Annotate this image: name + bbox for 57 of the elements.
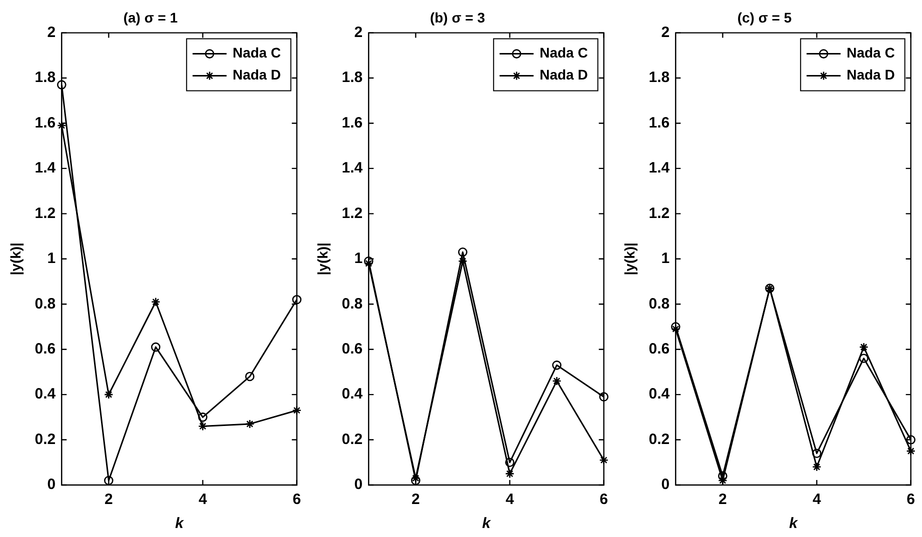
- x-tick-label: 2: [412, 491, 420, 508]
- y-tick-label: 2: [47, 24, 56, 41]
- y-tick-label: 1.4: [34, 160, 56, 177]
- chart-title: (b) σ = 3: [430, 9, 486, 26]
- y-tick-label: 1.6: [648, 114, 670, 132]
- y-tick-label: 1: [47, 250, 56, 268]
- y-tick-label: 0.6: [34, 340, 56, 358]
- y-tick-label: 1.8: [648, 69, 670, 86]
- x-tick-label: 6: [600, 491, 608, 508]
- y-tick-label: 0: [47, 476, 56, 494]
- y-tick-label: 0.8: [648, 295, 670, 312]
- legend-label: Nada C: [846, 44, 895, 61]
- x-tick-label: 4: [812, 491, 822, 508]
- y-tick-label: 1.8: [34, 69, 56, 86]
- y-tick-label: 2: [354, 24, 363, 41]
- y-tick-label: 0.2: [34, 430, 56, 448]
- y-tick-label: 2: [661, 24, 670, 41]
- y-tick-label: 1.4: [342, 160, 364, 177]
- y-tick-label: 1.2: [342, 204, 363, 222]
- y-axis-title: |y(k)|: [7, 242, 24, 276]
- y-tick-label: 0.2: [648, 430, 670, 448]
- y-tick-label: 1: [354, 250, 363, 268]
- y-tick-label: 0.8: [342, 295, 363, 312]
- x-tick-label: 6: [906, 491, 915, 508]
- chart-title: (a) σ = 1: [123, 9, 178, 26]
- x-tick-label: 2: [718, 491, 727, 508]
- y-tick-label: 1.2: [648, 204, 670, 222]
- x-tick-label: 2: [104, 491, 113, 508]
- x-tick-label: 4: [198, 491, 208, 508]
- legend-label: Nada D: [846, 66, 895, 83]
- y-tick-label: 1.2: [34, 204, 56, 222]
- x-axis-title: k: [789, 515, 798, 532]
- y-tick-label: 1.6: [34, 114, 56, 132]
- y-tick-label: 0.4: [342, 386, 364, 403]
- legend-label: Nada D: [540, 66, 588, 83]
- y-tick-label: 0: [661, 476, 670, 494]
- y-axis-title: |y(k)|: [621, 242, 638, 276]
- x-tick-label: 4: [506, 491, 515, 508]
- legend-label: Nada C: [540, 44, 588, 61]
- legend-label: Nada C: [232, 44, 281, 61]
- y-tick-label: 1.6: [342, 114, 363, 132]
- y-tick-label: 0.8: [34, 295, 56, 312]
- y-tick-label: 1: [661, 250, 670, 268]
- y-tick-label: 0.6: [648, 340, 670, 358]
- x-axis-title: k: [482, 515, 492, 532]
- y-axis-title: |y(k)|: [314, 242, 332, 276]
- y-tick-label: 1.4: [648, 160, 670, 177]
- x-tick-label: 6: [292, 491, 301, 508]
- y-tick-label: 0.4: [648, 386, 670, 403]
- y-tick-label: 0.2: [342, 430, 363, 448]
- y-tick-label: 0: [354, 476, 363, 494]
- y-tick-label: 0.6: [342, 340, 363, 358]
- y-tick-label: 0.4: [34, 386, 56, 403]
- legend-label: Nada D: [232, 66, 281, 83]
- y-tick-label: 1.8: [342, 69, 363, 86]
- x-axis-title: k: [175, 515, 184, 532]
- chart-title: (c) σ = 5: [737, 9, 792, 26]
